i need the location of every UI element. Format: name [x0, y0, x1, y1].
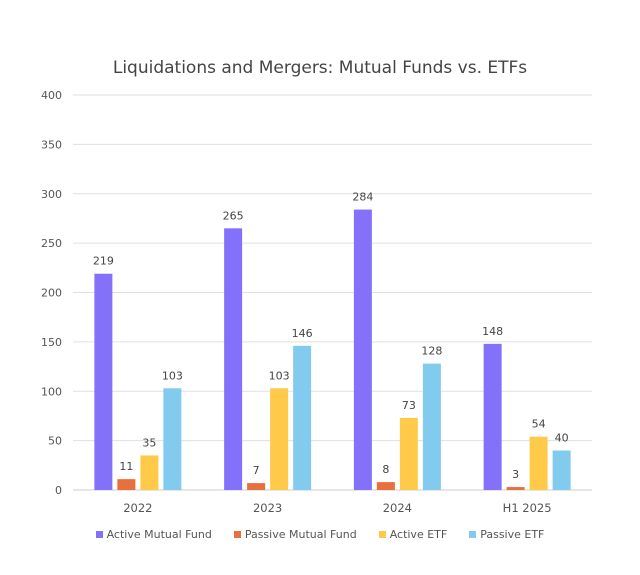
bar: [506, 487, 525, 490]
y-tick-label: 300: [41, 188, 62, 201]
x-axis-categories: 2022 2023 2024 H1 2025: [123, 501, 551, 515]
data-label: 54: [532, 418, 546, 431]
data-label: 219: [93, 255, 114, 268]
bar: [353, 209, 372, 491]
bar: [224, 228, 243, 490]
y-axis-ticks: 0 50 100 150 200 250 300 350 400: [41, 89, 62, 497]
legend-label: Active Mutual Fund: [106, 528, 212, 541]
bar: [247, 483, 266, 490]
legend-label: Passive ETF: [480, 528, 545, 541]
data-labels: 219 11 35 103 265 7 103 146 284 8 73 128 148 3 54 40: [93, 191, 569, 481]
data-label: 11: [119, 460, 133, 473]
data-label: 128: [421, 345, 442, 358]
bar: [399, 417, 418, 490]
data-label: 103: [269, 369, 290, 382]
data-label: 35: [142, 436, 156, 449]
x-category-label: H1 2025: [503, 501, 552, 515]
data-label: 73: [402, 399, 416, 412]
y-tick-label: 350: [41, 138, 62, 151]
bar: [376, 482, 395, 490]
bar: [529, 436, 548, 490]
y-tick-label: 200: [41, 287, 62, 300]
x-category-label: 2023: [253, 501, 282, 515]
data-label: 284: [352, 191, 373, 204]
legend-item: Passive Mutual Fund: [233, 528, 357, 541]
data-label: 148: [482, 325, 503, 338]
bar: [163, 388, 182, 490]
legend-swatch: [95, 531, 103, 538]
legend-swatch: [233, 531, 241, 538]
y-tick-label: 250: [41, 237, 62, 250]
data-label: 103: [162, 369, 183, 382]
legend: Active Mutual Fund Passive Mutual Fund Act…: [0, 528, 640, 541]
legend-item: Passive ETF: [469, 528, 544, 541]
bar: [117, 479, 136, 490]
bar: [270, 388, 289, 490]
legend-swatch: [378, 531, 386, 538]
bar: [94, 273, 113, 490]
bars: [94, 209, 571, 491]
gridlines: [73, 94, 592, 491]
y-tick-label: 50: [48, 435, 62, 448]
bar: [483, 343, 502, 490]
bar: [552, 450, 571, 490]
y-tick-label: 0: [55, 484, 62, 497]
data-label: 265: [223, 209, 244, 222]
x-category-label: 2022: [123, 501, 152, 515]
legend-item: Active ETF: [378, 528, 448, 541]
y-tick-label: 400: [41, 89, 62, 102]
bar: [293, 345, 312, 490]
legend-swatch: [469, 531, 477, 538]
x-category-label: 2024: [383, 501, 412, 515]
legend-label: Passive Mutual Fund: [244, 528, 357, 541]
data-label: 3: [512, 468, 519, 481]
legend-item: Active Mutual Fund: [95, 528, 212, 541]
data-label: 8: [382, 463, 389, 476]
data-label: 40: [555, 432, 569, 445]
data-label: 146: [292, 327, 313, 340]
bar: [422, 363, 441, 490]
legend-label: Active ETF: [389, 528, 448, 541]
chart-title: Liquidations and Mergers: Mutual Funds v…: [113, 58, 527, 78]
data-label: 7: [253, 464, 260, 477]
bar: [140, 455, 159, 490]
y-tick-label: 150: [41, 336, 62, 349]
y-tick-label: 100: [41, 385, 62, 398]
